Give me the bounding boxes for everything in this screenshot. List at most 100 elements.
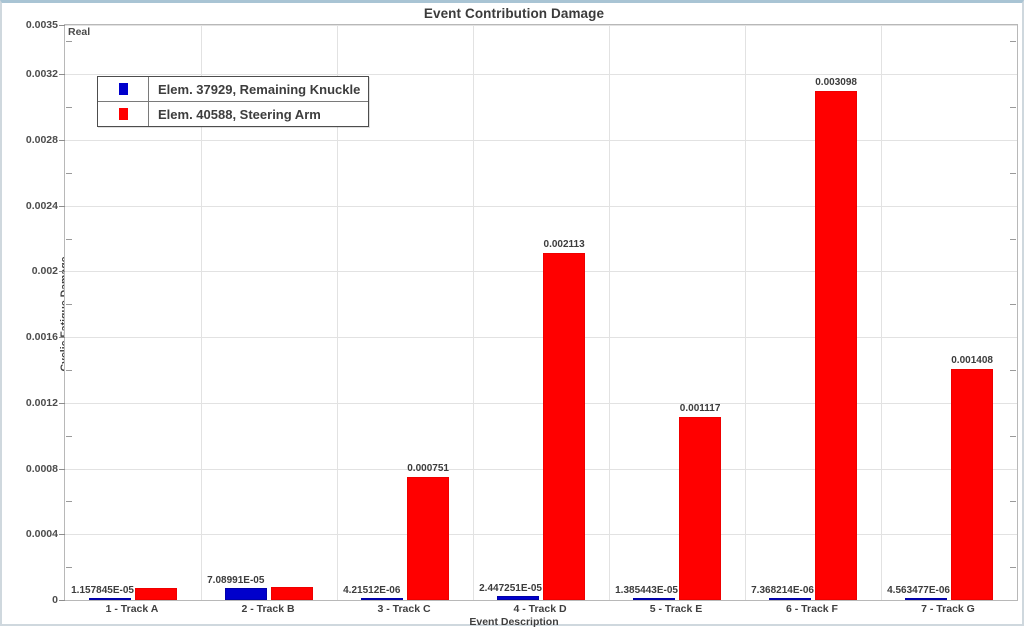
bar-remaining-knuckle[interactable] (633, 597, 675, 600)
legend-color-swatch-blue-icon (118, 83, 128, 95)
bar-group: 2.447251E-05 0.002113 (473, 25, 609, 600)
y-axis-tick (59, 534, 65, 536)
category-separator (609, 25, 610, 600)
y-axis-tick (59, 468, 65, 470)
y-gridline (65, 25, 1017, 26)
x-axis-tick-label: 4 - Track D (513, 603, 567, 615)
y-axis-minor-tick (66, 370, 72, 371)
y-gridline (65, 74, 1017, 76)
y-axis-minor-tick (1010, 238, 1016, 240)
y-axis-minor-tick (1010, 107, 1016, 109)
legend-label: Elem. 37929, Remaining Knuckle (158, 81, 361, 97)
y-axis-minor-tick (1010, 304, 1016, 306)
category-separator (201, 25, 202, 600)
bar-value-label: 0.002113 (543, 238, 585, 250)
x-axis-tick-label: 7 - Track G (921, 603, 975, 615)
x-axis-tick-label: 3 - Track C (377, 603, 431, 615)
y-axis-minor-tick (1010, 172, 1016, 174)
legend-item-remaining-knuckle[interactable]: Elem. 37929, Remaining Knuckle (98, 77, 368, 101)
bar-value-label: 0.001408 (951, 354, 993, 366)
real-corner-label: Real (68, 26, 91, 38)
bar-steering-arm[interactable] (679, 416, 721, 600)
y-axis-minor-tick (66, 172, 72, 174)
y-axis-minor-tick (66, 567, 72, 569)
y-axis-minor-tick (66, 304, 72, 306)
bar-remaining-knuckle[interactable] (225, 588, 267, 600)
y-gridline (65, 271, 1017, 273)
y-gridline (65, 468, 1017, 470)
y-axis-tick-label: 0.0012 (25, 396, 58, 409)
bar-remaining-knuckle[interactable] (361, 597, 403, 600)
bar-value-label: 0.003098 (815, 77, 857, 89)
legend-swatch-cell (98, 102, 149, 126)
y-axis-tick-label: 0.0024 (25, 199, 58, 212)
chart-title: Event Contribution Damage (423, 6, 605, 21)
y-axis-minor-tick (66, 41, 72, 43)
bar-value-label: 4.563477E-06 (887, 584, 950, 596)
x-axis-tick-label: 1 - Track A (105, 603, 159, 615)
category-separator (337, 25, 338, 600)
y-axis-tick-label: 0.0016 (25, 331, 58, 344)
bar-value-label: 0.000751 (407, 462, 449, 474)
y-axis-minor-tick (66, 107, 72, 109)
bar-group: 1.385443E-05 0.001117 (609, 25, 745, 600)
y-axis-tick-label: 0.002 (31, 265, 58, 278)
y-axis-minor-tick (1010, 435, 1016, 437)
bar-value-label: 4.21512E-06 (343, 584, 401, 596)
legend-color-swatch-red-icon (118, 108, 128, 120)
x-axis-tick-label: 2 - Track B (241, 603, 295, 615)
bar-remaining-knuckle[interactable] (89, 597, 131, 600)
chart-legend: Elem. 37929, Remaining Knuckle Elem. 405… (97, 76, 370, 127)
y-axis-minor-tick (1010, 370, 1016, 371)
y-gridline (65, 534, 1017, 536)
y-axis-tick-label: 0.0004 (25, 528, 58, 541)
y-gridline (65, 140, 1017, 141)
category-separator (473, 25, 474, 600)
legend-label: Elem. 40588, Steering Arm (158, 106, 321, 122)
legend-item-steering-arm[interactable]: Elem. 40588, Steering Arm (98, 101, 369, 126)
y-axis-tick (59, 271, 65, 273)
legend-swatch-cell (98, 77, 149, 101)
category-separator (745, 25, 746, 600)
bar-steering-arm[interactable] (407, 476, 449, 600)
bar-steering-arm[interactable] (815, 91, 857, 600)
y-axis-tick-label: 0.0032 (25, 68, 58, 81)
bar-group: 4.563477E-06 0.001408 (881, 25, 1017, 600)
x-axis-tick-label: 5 - Track E (649, 603, 703, 615)
bar-group: 7.08991E-05 (201, 25, 337, 600)
y-axis-minor-tick (1010, 501, 1016, 503)
y-axis-tick-label: 0.0008 (25, 462, 58, 475)
bar-steering-arm[interactable] (271, 587, 313, 600)
bar-group: 1.157845E-05 (65, 25, 201, 600)
y-axis-minor-tick (66, 501, 72, 503)
bar-value-label: 7.08991E-05 (207, 575, 265, 587)
bar-group: 4.21512E-06 0.000751 (337, 25, 473, 600)
bar-remaining-knuckle[interactable] (769, 597, 811, 600)
y-gridline (65, 402, 1017, 404)
y-axis-tick (59, 337, 65, 339)
bar-value-label: 1.385443E-05 (615, 584, 678, 596)
y-axis-minor-tick (1010, 41, 1016, 43)
plot-area: Real 1.157845E-05 7.08991E-05 4.21512E-06 0… (26, 19, 1018, 606)
bar-value-label: 7.368214E-06 (751, 584, 814, 596)
y-axis-tick (59, 600, 65, 601)
y-axis-minor-tick (1010, 567, 1016, 569)
category-separator (881, 25, 882, 600)
bar-remaining-knuckle[interactable] (905, 597, 947, 600)
y-axis-tick-label: 0.0028 (25, 134, 58, 146)
y-axis-tick (59, 205, 65, 207)
bar-steering-arm[interactable] (543, 252, 585, 600)
bar-value-label: 2.447251E-05 (479, 582, 542, 594)
y-gridline (65, 205, 1017, 207)
y-gridline (65, 337, 1017, 339)
plot-canvas: Real 1.157845E-05 7.08991E-05 4.21512E-06 0… (65, 25, 1017, 600)
bar-steering-arm[interactable] (135, 587, 177, 600)
bar-value-label: 0.001117 (679, 402, 721, 414)
bar-steering-arm[interactable] (951, 368, 993, 600)
bar-remaining-knuckle[interactable] (497, 595, 539, 600)
bar-value-label: 1.157845E-05 (71, 584, 134, 596)
bar-group: 7.368214E-06 0.003098 (745, 25, 881, 600)
y-axis-tick (59, 25, 65, 26)
y-axis-tick (59, 74, 65, 76)
